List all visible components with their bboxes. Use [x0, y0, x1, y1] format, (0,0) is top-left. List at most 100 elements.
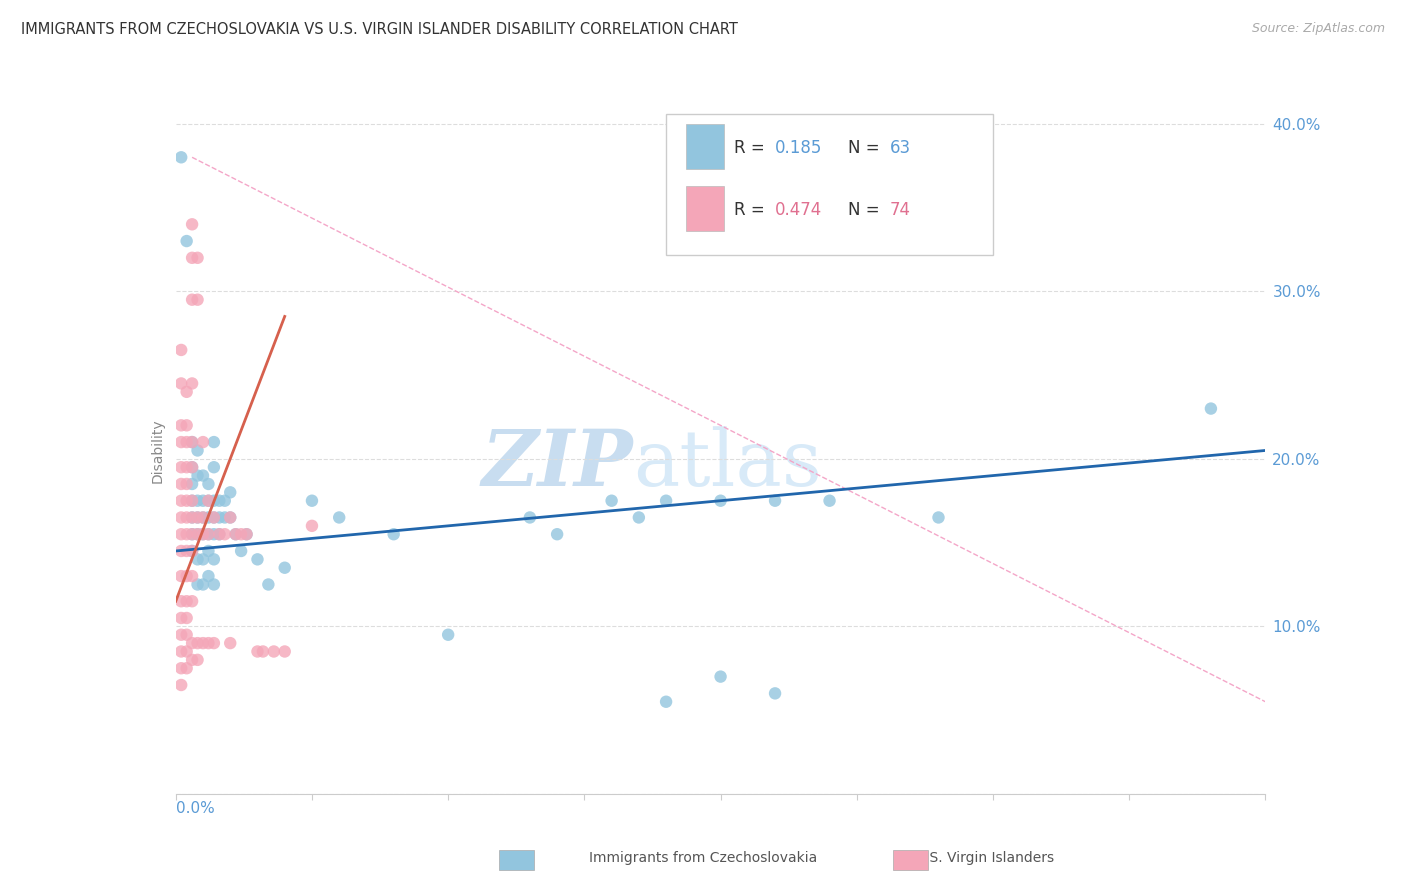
Point [191, 493, 214, 508]
Point [186, 527, 209, 541]
Point [186, 527, 209, 541]
Point [170, 477, 193, 491]
Text: R =: R = [734, 201, 769, 219]
Point [170, 527, 193, 541]
Point [257, 577, 280, 591]
Point [176, 477, 198, 491]
Point [600, 493, 623, 508]
Point [763, 686, 786, 700]
Point [202, 527, 225, 541]
Point [231, 527, 253, 541]
Point [202, 510, 225, 524]
Point [186, 510, 209, 524]
Point [202, 510, 225, 524]
Text: U.S. Virgin Islanders: U.S. Virgin Islanders [915, 851, 1053, 865]
Point [186, 468, 209, 483]
Point [225, 527, 247, 541]
Point [197, 527, 219, 541]
Point [176, 234, 198, 248]
Point [246, 644, 269, 658]
Text: 0.474: 0.474 [775, 201, 823, 219]
Point [176, 435, 198, 450]
Point [170, 628, 193, 642]
Point [181, 636, 204, 650]
Point [301, 519, 323, 533]
Point [214, 527, 236, 541]
Point [186, 293, 209, 307]
Point [202, 435, 225, 450]
Point [219, 485, 242, 500]
Point [202, 552, 225, 566]
Point [176, 644, 198, 658]
Point [328, 510, 350, 524]
Point [197, 569, 219, 583]
Point [208, 527, 231, 541]
Bar [686, 186, 724, 231]
Point [181, 251, 204, 265]
Text: N =: N = [848, 201, 884, 219]
Point [219, 636, 242, 650]
Point [710, 670, 733, 684]
Text: N =: N = [848, 139, 884, 157]
Point [263, 644, 285, 658]
Point [170, 611, 193, 625]
Point [655, 493, 678, 508]
Point [176, 510, 198, 524]
Point [191, 468, 214, 483]
Text: 0.185: 0.185 [775, 139, 823, 157]
Point [181, 460, 204, 475]
Point [235, 527, 257, 541]
Point [170, 594, 193, 608]
Point [170, 678, 193, 692]
Point [181, 477, 204, 491]
Point [197, 527, 219, 541]
Point [763, 493, 786, 508]
Point [170, 510, 193, 524]
Point [186, 443, 209, 458]
Point [437, 628, 460, 642]
Point [170, 343, 193, 357]
Point [519, 510, 541, 524]
Point [176, 418, 198, 433]
Point [181, 460, 204, 475]
Point [208, 527, 231, 541]
Point [181, 594, 204, 608]
Point [186, 653, 209, 667]
Point [170, 418, 193, 433]
Point [181, 493, 204, 508]
Point [186, 577, 209, 591]
Point [176, 527, 198, 541]
Point [181, 293, 204, 307]
Point [181, 217, 204, 231]
Point [181, 544, 204, 558]
Point [235, 527, 257, 541]
Point [170, 544, 193, 558]
Point [274, 560, 297, 574]
Point [176, 661, 198, 675]
Point [176, 493, 198, 508]
Point [176, 544, 198, 558]
Point [627, 510, 650, 524]
Point [202, 636, 225, 650]
Point [186, 251, 209, 265]
Point [197, 477, 219, 491]
Point [170, 460, 193, 475]
Point [208, 510, 231, 524]
Text: R =: R = [734, 139, 769, 157]
Point [191, 527, 214, 541]
Point [181, 527, 204, 541]
Point [219, 510, 242, 524]
Point [176, 611, 198, 625]
Point [186, 493, 209, 508]
Point [176, 569, 198, 583]
Point [170, 150, 193, 164]
Point [202, 577, 225, 591]
Point [928, 510, 950, 524]
Text: 63: 63 [890, 139, 911, 157]
Point [181, 493, 204, 508]
Point [170, 493, 193, 508]
Point [176, 594, 198, 608]
Point [197, 510, 219, 524]
Point [197, 493, 219, 508]
Point [170, 569, 193, 583]
